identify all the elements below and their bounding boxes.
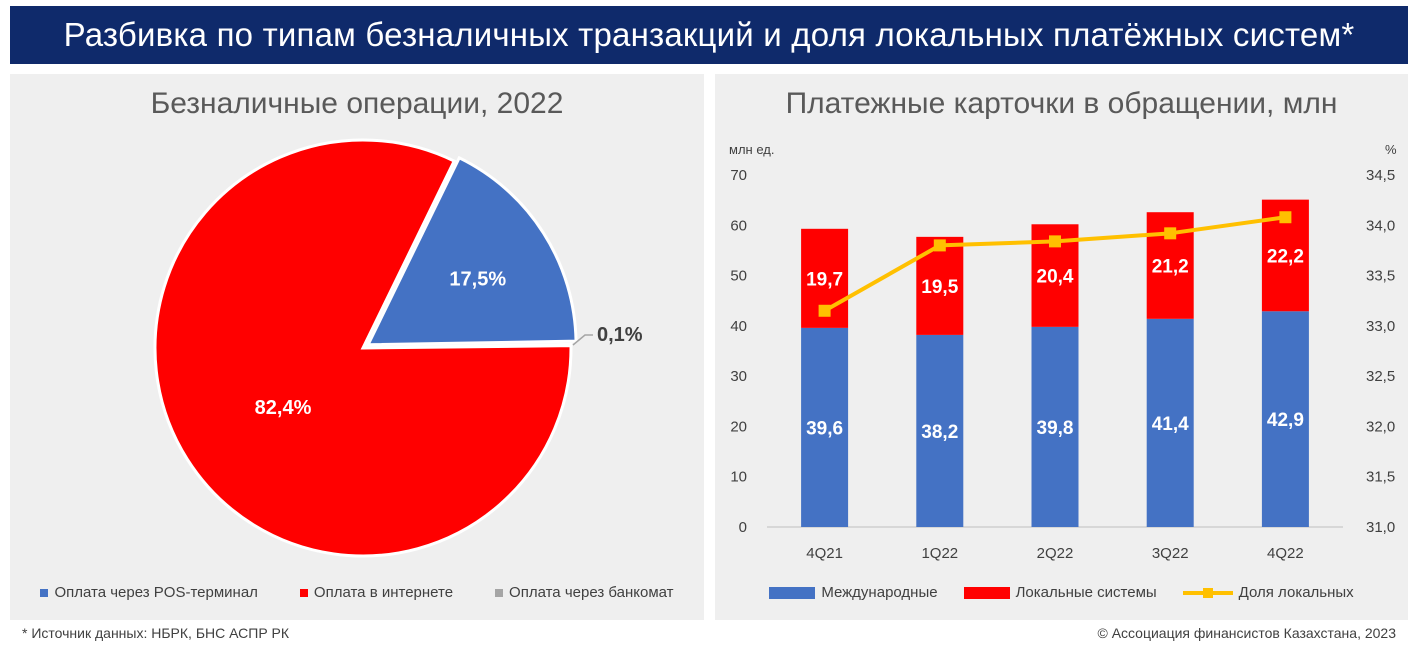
bar-label-international: 42,9 bbox=[1267, 410, 1304, 431]
legend-item-international: Международные bbox=[769, 584, 938, 601]
pie-label-atm: 0,1% bbox=[597, 324, 643, 346]
y-left-tick-label: 10 bbox=[730, 469, 747, 486]
right-axis-unit: % bbox=[1385, 142, 1397, 157]
pie-chart: 17,5% 82,4% 0,1% bbox=[153, 138, 643, 558]
legend-swatch-atm bbox=[495, 588, 504, 597]
pie-label-pos: 17,5% bbox=[449, 269, 506, 291]
bar-label-local: 21,2 bbox=[1152, 257, 1189, 278]
legend-label-international: Международные bbox=[821, 584, 938, 601]
bar-chart-title: Платежные карточки в обращении, млн bbox=[785, 87, 1338, 120]
bar-international bbox=[1146, 318, 1194, 527]
y-right-tick-label: 31,5 bbox=[1366, 469, 1395, 486]
y-right-tick-label: 32,0 bbox=[1366, 418, 1395, 435]
y-left-tick-label: 20 bbox=[730, 418, 747, 435]
share-marker bbox=[1164, 227, 1177, 240]
legend-item-share: Доля локальных bbox=[1182, 584, 1354, 601]
x-tick-label: 4Q21 bbox=[806, 545, 843, 562]
bar-international bbox=[1031, 326, 1079, 527]
bar-legend: Международные Локальные системы Доля лок… bbox=[715, 584, 1408, 601]
y-left-tick-label: 30 bbox=[730, 368, 747, 385]
bar-international bbox=[801, 327, 849, 527]
x-tick-label: 1Q22 bbox=[921, 545, 958, 562]
page-header: Разбивка по типам безналичных транзакций… bbox=[10, 6, 1408, 64]
bar-international bbox=[916, 334, 964, 527]
legend-swatch-internet bbox=[299, 588, 308, 597]
footer-copyright: © Ассоциация финансистов Казахстана, 202… bbox=[1097, 625, 1396, 641]
y-right-tick-label: 32,5 bbox=[1366, 368, 1395, 385]
bar-label-international: 39,6 bbox=[806, 418, 843, 439]
legend-item-local: Локальные системы bbox=[963, 584, 1157, 601]
pie-label-internet: 82,4% bbox=[255, 397, 312, 419]
legend-label-atm: Оплата через банкомат bbox=[509, 584, 674, 601]
y-left-tick-label: 60 bbox=[730, 217, 747, 234]
pie-legend: Оплата через POS-терминал Оплата в интер… bbox=[10, 584, 704, 601]
y-left-tick-label: 40 bbox=[730, 318, 747, 335]
bar-international bbox=[1261, 311, 1309, 527]
x-tick-label: 2Q22 bbox=[1037, 545, 1074, 562]
left-axis-unit: млн ед. bbox=[729, 142, 775, 157]
y-right-tick-label: 33,5 bbox=[1366, 268, 1395, 285]
footer-source: * Источник данных: НБРК, БНС АСПР РК bbox=[22, 625, 290, 641]
legend-swatch-international bbox=[769, 586, 816, 599]
y-right-tick-label: 31,0 bbox=[1366, 519, 1395, 536]
bar-label-local: 20,4 bbox=[1037, 267, 1074, 288]
bar-label-international: 39,8 bbox=[1037, 418, 1074, 439]
bar-chart: 0 10 20 30 40 50 60 70 31,0 31,5 32,0 32,5 33,0 33,5 3… bbox=[730, 167, 1395, 562]
bar-label-international: 38,2 bbox=[921, 422, 958, 443]
legend-swatch-share bbox=[1182, 587, 1233, 599]
bar-chart-panel: Платежные карточки в обращении, млн млн … bbox=[715, 74, 1408, 620]
y-left-tick-label: 70 bbox=[730, 167, 747, 184]
legend-swatch-local bbox=[963, 586, 1010, 599]
bar-label-local: 19,5 bbox=[921, 277, 958, 298]
pie-leader-atm bbox=[572, 334, 593, 346]
y-right-tick-label: 34,5 bbox=[1366, 167, 1395, 184]
legend-swatch-pos bbox=[40, 588, 49, 597]
bar-label-international: 41,4 bbox=[1152, 414, 1189, 435]
y-left-tick-label: 50 bbox=[730, 268, 747, 285]
legend-label-internet: Оплата в интернете bbox=[313, 584, 454, 601]
legend-item-atm: Оплата через банкомат bbox=[495, 584, 674, 601]
legend-label-local: Локальные системы bbox=[1015, 584, 1157, 601]
y-right-tick-label: 33,0 bbox=[1366, 318, 1395, 335]
share-marker bbox=[1049, 235, 1061, 248]
share-marker bbox=[818, 304, 831, 317]
y-right-tick-label: 34,0 bbox=[1366, 217, 1395, 234]
legend-label-share: Доля локальных bbox=[1238, 584, 1354, 601]
legend-item-internet: Оплата в интернете bbox=[299, 584, 454, 601]
page-title: Разбивка по типам безналичных транзакций… bbox=[63, 16, 1355, 53]
y-left-tick-label: 0 bbox=[739, 519, 747, 536]
pie-chart-panel: Безналичные операции, 2022 17,5% 82,4% 0,1… bbox=[10, 74, 704, 620]
legend-label-pos: Оплата через POS-терминал bbox=[54, 584, 258, 601]
share-marker bbox=[933, 239, 946, 252]
bar-label-local: 22,2 bbox=[1267, 246, 1304, 267]
pie-slice-pos bbox=[365, 155, 578, 347]
x-tick-label: 4Q22 bbox=[1267, 545, 1304, 562]
pie-slice-internet bbox=[153, 138, 573, 558]
bar-label-local: 19,7 bbox=[806, 269, 843, 290]
x-tick-label: 3Q22 bbox=[1152, 545, 1189, 562]
share-marker bbox=[1279, 211, 1292, 224]
legend-item-pos: Оплата через POS-терминал bbox=[40, 584, 258, 601]
pie-chart-title: Безналичные операции, 2022 bbox=[150, 87, 564, 120]
